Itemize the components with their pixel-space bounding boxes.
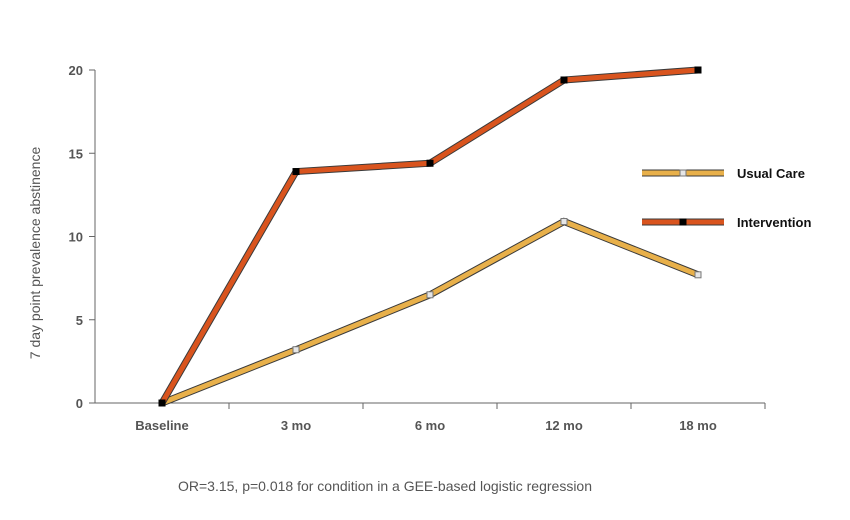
footnote: OR=3.15, p=0.018 for condition in a GEE-… <box>177 478 593 494</box>
series-line <box>159 67 699 405</box>
x-ticks: Baseline 3 mo 6 mo 12 mo 18 mo <box>135 403 766 433</box>
data-point <box>560 218 568 226</box>
y-ticks: 0 5 10 15 20 <box>69 63 95 411</box>
series-line-outline <box>158 66 699 405</box>
legend-label: Intervention <box>737 215 811 230</box>
x-tick-label: 6 mo <box>415 418 445 433</box>
y-tick-label: 5 <box>76 313 83 328</box>
legend-item: Intervention <box>642 215 811 230</box>
series-usual-care <box>158 217 702 407</box>
data-point <box>292 168 300 176</box>
series-intervention <box>158 66 702 407</box>
series-line-outline <box>160 217 700 407</box>
x-tick-label: 18 mo <box>679 418 717 433</box>
data-point <box>426 291 434 299</box>
y-tick-label: 20 <box>69 63 83 78</box>
legend: Usual Care Intervention <box>642 166 811 230</box>
series-line <box>161 218 699 406</box>
x-tick-label: Baseline <box>135 418 188 433</box>
data-point <box>560 76 568 84</box>
y-tick-label: 15 <box>69 146 83 161</box>
y-axis-title: 7 day point prevalence abstinence <box>27 147 43 360</box>
data-point <box>292 346 300 354</box>
legend-marker <box>679 218 687 226</box>
data-point <box>426 159 434 167</box>
data-point <box>694 271 702 279</box>
series-layer <box>158 66 702 407</box>
axes <box>94 70 765 404</box>
legend-item: Usual Care <box>642 166 805 181</box>
legend-label: Usual Care <box>737 166 805 181</box>
data-point <box>694 66 702 74</box>
y-tick-label: 10 <box>69 230 83 245</box>
x-tick-label: 12 mo <box>545 418 583 433</box>
legend-marker <box>679 169 687 177</box>
x-tick-label: 3 mo <box>281 418 311 433</box>
y-tick-label: 0 <box>76 396 83 411</box>
data-point <box>158 399 166 407</box>
